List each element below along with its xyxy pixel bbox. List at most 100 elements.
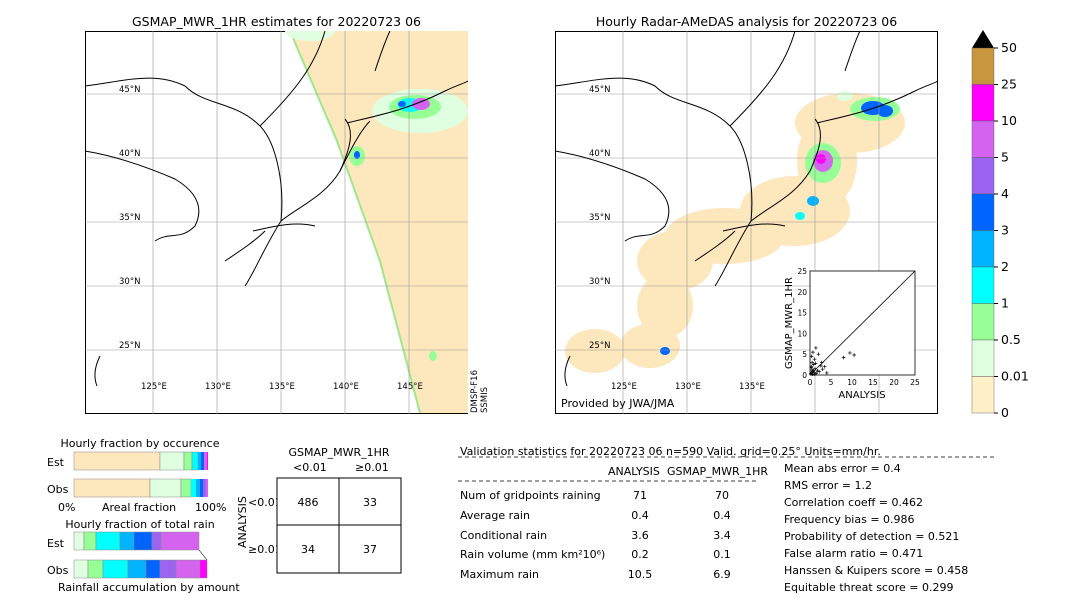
left-lon-130: 130°E xyxy=(205,382,231,392)
scatter-y-tick: 15 xyxy=(797,309,807,318)
scatter-point xyxy=(809,354,814,359)
scatter-point xyxy=(810,369,815,374)
total-rain-title: Hourly fraction of total rain xyxy=(65,518,215,531)
scatter-point xyxy=(841,355,846,360)
occurrence-row-est: Est xyxy=(47,456,64,469)
left-lon-135: 135°E xyxy=(269,382,295,392)
scatter-x-tick: 20 xyxy=(889,378,899,387)
stat-label-average: Average rain xyxy=(460,509,530,522)
scatter-point xyxy=(815,369,820,373)
left-grid xyxy=(85,31,468,414)
scatter-point xyxy=(822,364,827,369)
right-lat-25: 25°N xyxy=(589,341,610,351)
stat-label-gridpoints: Num of gridpoints raining xyxy=(460,489,601,502)
scatter-x-tick: 0 xyxy=(808,378,813,387)
stat-gsmap-maximum: 6.9 xyxy=(713,568,731,581)
colorbar-swatch xyxy=(971,303,995,341)
scatter-point xyxy=(825,371,829,375)
left-lat-30: 30°N xyxy=(119,277,140,287)
left-lon-125: 125°E xyxy=(141,382,167,392)
left-lon-140: 140°E xyxy=(333,382,359,392)
stat-gsmap-conditional: 3.4 xyxy=(713,529,731,542)
scatter-y-tick: 20 xyxy=(797,288,807,297)
occurrence-title: Hourly fraction by occurence xyxy=(60,437,220,450)
total-rain-bars xyxy=(73,531,208,579)
colorbar-swatch xyxy=(971,120,995,158)
stat-gsmap-volume: 0.1 xyxy=(713,548,731,561)
colorbar-swatch xyxy=(971,47,995,85)
colorbar-swatch xyxy=(971,376,995,414)
colorbar-swatch xyxy=(971,339,995,377)
left-lon-145: 145°E xyxy=(397,382,423,392)
scatter-x-tick: 10 xyxy=(847,378,857,387)
scatter-x-tick: 5 xyxy=(829,378,834,387)
contingency-title: GSMAP_MWR_1HR xyxy=(288,446,390,459)
colorbar-label: 2 xyxy=(1001,259,1009,274)
scatter-point xyxy=(852,353,856,357)
left-lat-25: 25°N xyxy=(119,341,140,351)
scatter-point xyxy=(848,351,852,355)
right-coastline xyxy=(555,31,939,387)
score-pod: Probability of detection = 0.521 xyxy=(784,530,960,543)
stat-analysis-average: 0.4 xyxy=(631,509,649,522)
total-rain-footer: Rainfall accumulation by amount xyxy=(58,581,240,594)
colorbar-swatch xyxy=(971,84,995,122)
validation-col-analysis: ANALYSIS xyxy=(608,465,660,478)
left-lat-45: 45°N xyxy=(119,85,140,95)
colorbar-label: 50 xyxy=(1001,40,1017,55)
contingency-col-lt: <0.01 xyxy=(293,461,327,474)
right-lat-40: 40°N xyxy=(589,149,610,159)
contingency-cell-fn: 34 xyxy=(301,543,315,556)
colorbar-label: 25 xyxy=(1001,77,1017,92)
scatter-point xyxy=(812,357,817,361)
scatter-point xyxy=(816,352,821,356)
scatter-point xyxy=(819,360,824,365)
left-coastline xyxy=(85,31,469,387)
colorbar-swatch xyxy=(971,193,995,231)
total-rain-row-obs: Obs xyxy=(47,564,69,577)
contingency-cell-fp: 33 xyxy=(363,496,377,509)
score-correlation: Correlation coeff = 0.462 xyxy=(784,496,923,509)
occurrence-bars xyxy=(73,451,208,498)
occurrence-axis-left: 0% xyxy=(58,501,76,514)
scatter-point xyxy=(813,366,817,371)
total-rain-row-est: Est xyxy=(47,537,64,550)
contingency-col-ge: ≥0.01 xyxy=(355,461,389,474)
scatter-inset: 0 5 10 15 20 25 0 5 10 15 20 25 ANALYSIS GSMAP_MWR_… xyxy=(784,267,920,401)
stat-gsmap-gridpoints: 70 xyxy=(715,489,729,502)
validation-col-gsmap: GSMAP_MWR_1HR xyxy=(667,465,769,478)
contingency-grid: 486 33 34 37 xyxy=(276,477,402,574)
scatter-point xyxy=(813,361,818,366)
scatter-xlabel: ANALYSIS xyxy=(838,390,885,401)
validation-rules xyxy=(458,456,996,482)
colorbar-label: 1 xyxy=(1001,296,1009,311)
scatter-point xyxy=(819,364,823,368)
occurrence-est-bar xyxy=(73,451,208,471)
scatter-point xyxy=(811,350,815,354)
scatter-point xyxy=(809,365,814,370)
scatter-point xyxy=(809,371,813,376)
stat-analysis-conditional: 3.6 xyxy=(631,529,649,542)
colorbar-label: 0.5 xyxy=(1001,332,1021,347)
colorbar-swatch xyxy=(971,266,995,304)
scatter-ylabel: GSMAP_MWR_1HR xyxy=(784,277,795,369)
score-hk: Hanssen & Kuipers score = 0.458 xyxy=(784,564,969,577)
colorbar: 50 25 10 5 4 3 2 1 0.5 0.01 0 xyxy=(971,30,1029,420)
right-lon-135: 135°E xyxy=(739,382,765,392)
right-lat-30: 30°N xyxy=(589,277,610,287)
scatter-point xyxy=(817,369,822,374)
colorbar-label: 4 xyxy=(1001,186,1009,201)
colorbar-label: 3 xyxy=(1001,223,1009,238)
right-lat-45: 45°N xyxy=(589,85,610,95)
colorbar-label: 0 xyxy=(1001,405,1009,420)
contingency-row-lt: <0.01 xyxy=(248,496,282,509)
stat-label-volume: Rain volume (mm km²10⁶) xyxy=(460,548,606,561)
occurrence-obs-bar xyxy=(73,478,208,498)
stat-label-conditional: Conditional rain xyxy=(460,529,548,542)
scatter-point xyxy=(814,371,819,376)
right-map-title: Hourly Radar-AMeDAS analysis for 2022072… xyxy=(595,14,898,29)
occurrence-row-obs: Obs xyxy=(47,483,69,496)
left-lat-40: 40°N xyxy=(119,149,140,159)
scatter-point xyxy=(810,360,814,365)
stat-gsmap-average: 0.4 xyxy=(713,509,731,522)
